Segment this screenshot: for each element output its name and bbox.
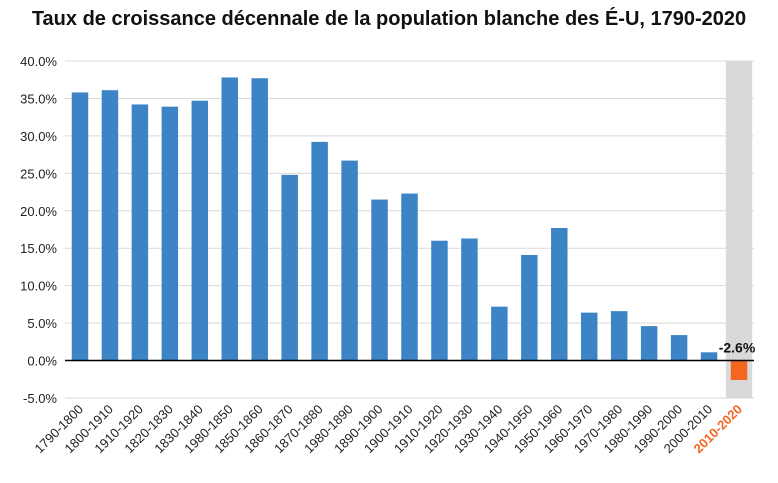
- y-tick-label: 20.0%: [20, 204, 57, 219]
- y-tick-label: 30.0%: [20, 129, 57, 144]
- bar-2000-2010: [700, 352, 718, 361]
- bars: [71, 77, 748, 381]
- bar-1930-1940: [491, 306, 508, 361]
- bar-1830-1840: [191, 100, 209, 361]
- bar-1910-1920: [131, 104, 149, 361]
- bar-1940-1950: [521, 254, 538, 361]
- y-tick-label: 0.0%: [27, 354, 57, 369]
- bar-1980-1850: [221, 77, 238, 361]
- bar-1790-1800: [71, 92, 89, 361]
- y-tick-label: 40.0%: [20, 54, 57, 69]
- bar-1980-1890: [341, 160, 358, 361]
- chart-title: Taux de croissance décennale de la popul…: [31, 8, 747, 30]
- bar-1890-1900: [371, 199, 388, 361]
- bar-1860-1870: [281, 174, 298, 361]
- bar-1950-1960: [551, 228, 568, 361]
- bar-1910-1920: [431, 240, 448, 361]
- bar-2010-2020: [730, 360, 748, 381]
- bar-1970-1980: [610, 311, 628, 361]
- y-axis-tick-labels: -5.0% 0.0% 5.0% 10.0% 15.0% 20.0% 25.0% 30.0% 35…: [20, 54, 57, 406]
- bar-1850-1860: [251, 78, 268, 361]
- y-tick-label: 10.0%: [20, 279, 57, 294]
- y-tick-label: 35.0%: [20, 91, 57, 106]
- bar-1900-1910: [401, 193, 418, 361]
- y-tick-label: -5.0%: [23, 391, 57, 406]
- y-tick-label: 25.0%: [20, 166, 57, 181]
- bar-1960-1970: [581, 312, 598, 361]
- bar-1870-1880: [311, 141, 328, 361]
- x-axis-tick-labels: 1790-18001800-19101910-19201820-18301830…: [32, 402, 746, 457]
- bar-1980-1990: [640, 326, 658, 361]
- bar-1920-1930: [461, 238, 478, 361]
- bar-1820-1830: [161, 106, 179, 361]
- highlight-band: [725, 61, 753, 398]
- data-label-2010-2020: -2.6%: [719, 340, 756, 356]
- y-tick-label: 15.0%: [20, 241, 57, 256]
- bar-1990-2000: [670, 335, 688, 361]
- y-tick-label: 5.0%: [27, 316, 57, 331]
- bar-1800-1910: [101, 90, 119, 361]
